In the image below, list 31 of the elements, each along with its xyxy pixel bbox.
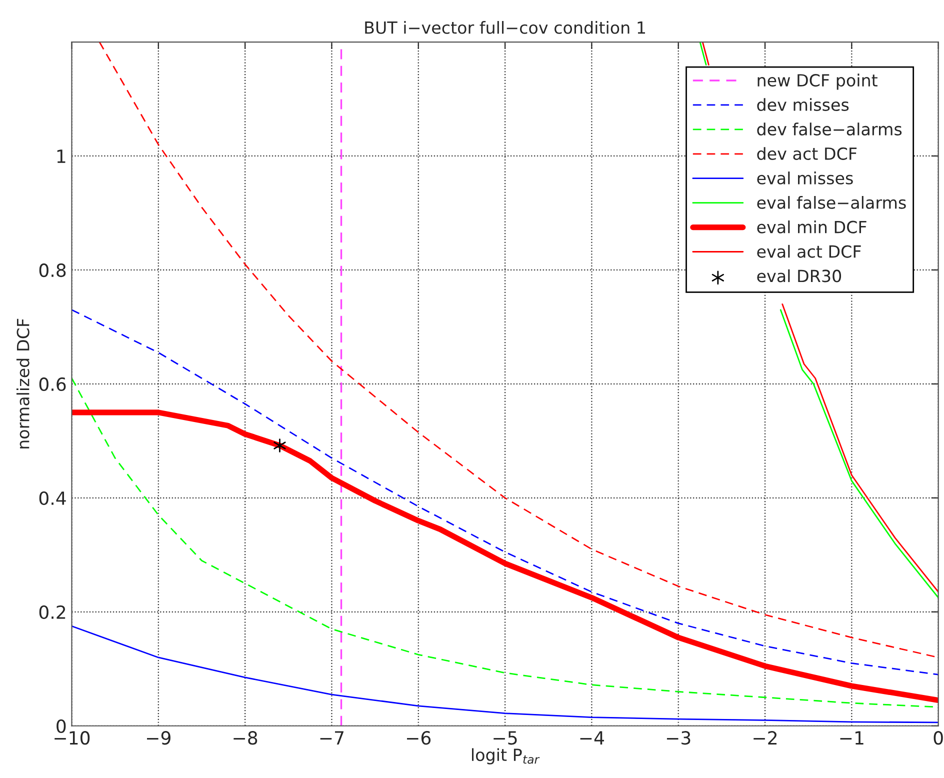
x-axis-title: logit P$_{tar}$ [472,748,540,764]
chart-title: BUT i−vector full−cov condition 1 [365,21,646,34]
y-tick-label: 0.4 [39,491,66,506]
legend-label: dev false−alarms [757,122,902,136]
line-series [72,309,938,676]
x-tick-label: −1 [840,731,864,744]
x-tick-label: −8 [234,731,258,745]
x-tick-label: −7 [320,731,344,744]
y-tick-label: 1 [57,150,66,163]
x-tick-label: 0 [934,731,943,745]
x-tick-label: −3 [666,731,690,745]
x-tick-label: −9 [147,731,170,745]
x-tick-label: −5 [494,731,517,745]
legend-label: dev misses [757,98,849,112]
x-tick-label: −2 [754,731,777,744]
legend-label: new DCF point [758,74,878,90]
x-tick-label: −4 [580,731,604,744]
legend-label: eval DR30 [757,269,842,282]
y-tick-label: 0.6 [39,377,66,392]
legend-label: eval misses [757,172,853,184]
y-tick-label: 0.2 [39,605,66,620]
legend-label: dev act DCF [757,147,857,160]
line-series [72,625,938,724]
legend-label: eval false−alarms [757,196,906,209]
legend-label: eval act DCF [757,244,861,258]
y-axis-title: normalized DCF [16,318,30,448]
x-tick-label: −6 [406,731,431,745]
y-tick-label: 0 [56,719,66,733]
y-tick-label: 0.8 [39,263,66,278]
legend-label: eval min DCF [757,220,866,234]
x-tick-label: −10 [54,731,90,745]
